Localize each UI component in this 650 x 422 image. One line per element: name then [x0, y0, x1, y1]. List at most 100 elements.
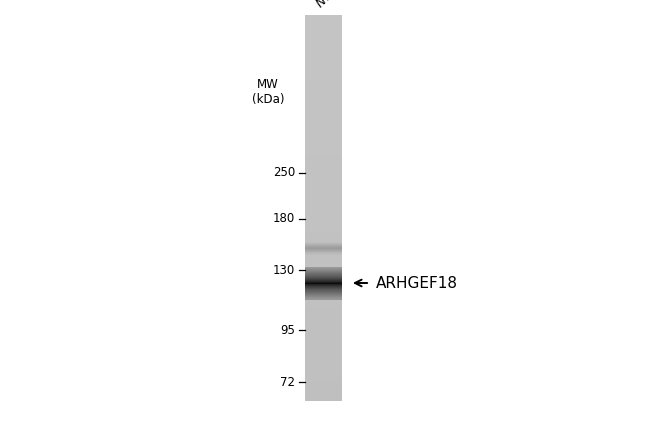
- Bar: [305, 392, 342, 394]
- Bar: [305, 75, 342, 77]
- Bar: [305, 244, 342, 245]
- Bar: [305, 345, 342, 346]
- Bar: [305, 46, 342, 48]
- Bar: [305, 147, 342, 149]
- Bar: [305, 360, 342, 362]
- Bar: [305, 269, 342, 270]
- Bar: [305, 281, 342, 282]
- Bar: [305, 270, 342, 271]
- Bar: [305, 83, 342, 85]
- Bar: [305, 27, 342, 28]
- Bar: [305, 222, 342, 223]
- Bar: [305, 16, 342, 18]
- Bar: [305, 286, 342, 287]
- Bar: [305, 250, 342, 252]
- Bar: [305, 267, 342, 268]
- Bar: [305, 273, 342, 274]
- Bar: [305, 98, 342, 100]
- Bar: [305, 78, 342, 80]
- Bar: [305, 23, 342, 24]
- Bar: [305, 42, 342, 44]
- Bar: [305, 89, 342, 91]
- Bar: [305, 249, 342, 250]
- Bar: [305, 391, 342, 393]
- Bar: [305, 245, 342, 246]
- Bar: [305, 44, 342, 46]
- Bar: [305, 355, 342, 357]
- Bar: [305, 211, 342, 213]
- Bar: [305, 140, 342, 141]
- Text: 180: 180: [273, 213, 295, 225]
- Bar: [305, 242, 342, 243]
- Bar: [305, 279, 342, 281]
- Bar: [305, 346, 342, 348]
- Bar: [305, 281, 342, 282]
- Bar: [305, 290, 342, 292]
- Bar: [305, 181, 342, 182]
- Bar: [305, 261, 342, 263]
- Bar: [305, 56, 342, 58]
- Text: MW
(kDa): MW (kDa): [252, 78, 284, 106]
- Bar: [305, 249, 342, 250]
- Bar: [305, 30, 342, 32]
- Bar: [305, 276, 342, 277]
- Bar: [305, 157, 342, 159]
- Bar: [305, 291, 342, 293]
- Bar: [305, 247, 342, 248]
- Bar: [305, 298, 342, 299]
- Bar: [305, 294, 342, 295]
- Bar: [305, 247, 342, 248]
- Bar: [305, 377, 342, 379]
- Bar: [305, 273, 342, 275]
- Bar: [305, 51, 342, 53]
- Bar: [305, 28, 342, 30]
- Bar: [305, 152, 342, 154]
- Bar: [305, 123, 342, 124]
- Bar: [305, 327, 342, 329]
- Bar: [305, 178, 342, 180]
- Bar: [305, 244, 342, 245]
- Bar: [305, 313, 342, 314]
- Bar: [305, 203, 342, 204]
- Bar: [305, 205, 342, 207]
- Bar: [305, 237, 342, 239]
- Bar: [305, 29, 342, 31]
- Bar: [305, 93, 342, 95]
- Text: NT2D1: NT2D1: [314, 0, 353, 10]
- Bar: [305, 289, 342, 290]
- Bar: [305, 91, 342, 92]
- Bar: [305, 198, 342, 200]
- Bar: [305, 310, 342, 312]
- Bar: [305, 61, 342, 63]
- Bar: [305, 372, 342, 373]
- Bar: [305, 252, 342, 253]
- Bar: [305, 387, 342, 389]
- Bar: [305, 127, 342, 128]
- Bar: [305, 272, 342, 273]
- Bar: [305, 278, 342, 279]
- Bar: [305, 43, 342, 45]
- Bar: [305, 233, 342, 235]
- Bar: [305, 390, 342, 392]
- Bar: [305, 109, 342, 111]
- Bar: [305, 108, 342, 109]
- Bar: [305, 228, 342, 230]
- Bar: [305, 132, 342, 134]
- Bar: [305, 252, 342, 254]
- Bar: [305, 64, 342, 65]
- Bar: [305, 272, 342, 273]
- Bar: [305, 344, 342, 345]
- Bar: [305, 351, 342, 353]
- Bar: [305, 325, 342, 327]
- Bar: [305, 296, 342, 298]
- Bar: [305, 197, 342, 199]
- Bar: [305, 376, 342, 377]
- Bar: [305, 308, 342, 309]
- Bar: [305, 274, 342, 276]
- Bar: [305, 242, 342, 243]
- Bar: [305, 165, 342, 167]
- Bar: [305, 285, 342, 286]
- Text: 130: 130: [273, 263, 295, 276]
- Bar: [305, 328, 342, 330]
- Bar: [305, 253, 342, 254]
